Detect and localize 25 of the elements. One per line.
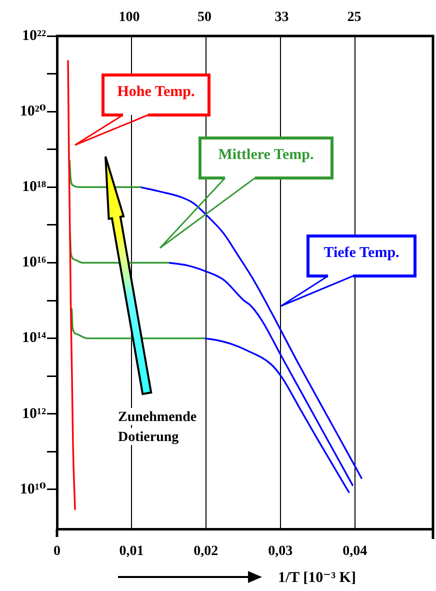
line-series: [70, 308, 206, 340]
y-tick-label: 10²⁰: [20, 103, 46, 120]
x-tick-label: 0,04: [342, 544, 368, 560]
line-series: [68, 160, 142, 188]
text: 100: [118, 10, 140, 25]
line-series: [67, 60, 76, 510]
annotation: Zunehmende Dotierung: [118, 410, 197, 445]
x-tick-label: 0,01: [119, 544, 144, 560]
x-tick-label: 0,02: [194, 544, 218, 560]
y-tick-label: 10¹⁰: [20, 481, 46, 498]
x-tick-label: 0,03: [268, 544, 293, 560]
text: Tiefe Temp.: [324, 244, 400, 261]
x-tick-label: 0: [54, 544, 60, 560]
y-tick-label: 10¹²: [22, 406, 46, 422]
text: 33: [274, 10, 289, 25]
y-tick-label: 10¹⁸: [22, 179, 46, 196]
text: 25: [347, 10, 362, 25]
text: Hohe Temp.: [117, 84, 196, 100]
text: 50: [198, 10, 212, 25]
y-tick-label: 10²²: [22, 28, 46, 44]
y-tick-label: 10¹⁴: [22, 330, 46, 346]
line-series: [204, 337, 350, 493]
text: Mittlere Temp.: [218, 146, 314, 163]
x-axis-title: 1/T [10⁻³ K]: [278, 570, 356, 586]
y-tick-label: 10¹⁶: [22, 254, 46, 271]
